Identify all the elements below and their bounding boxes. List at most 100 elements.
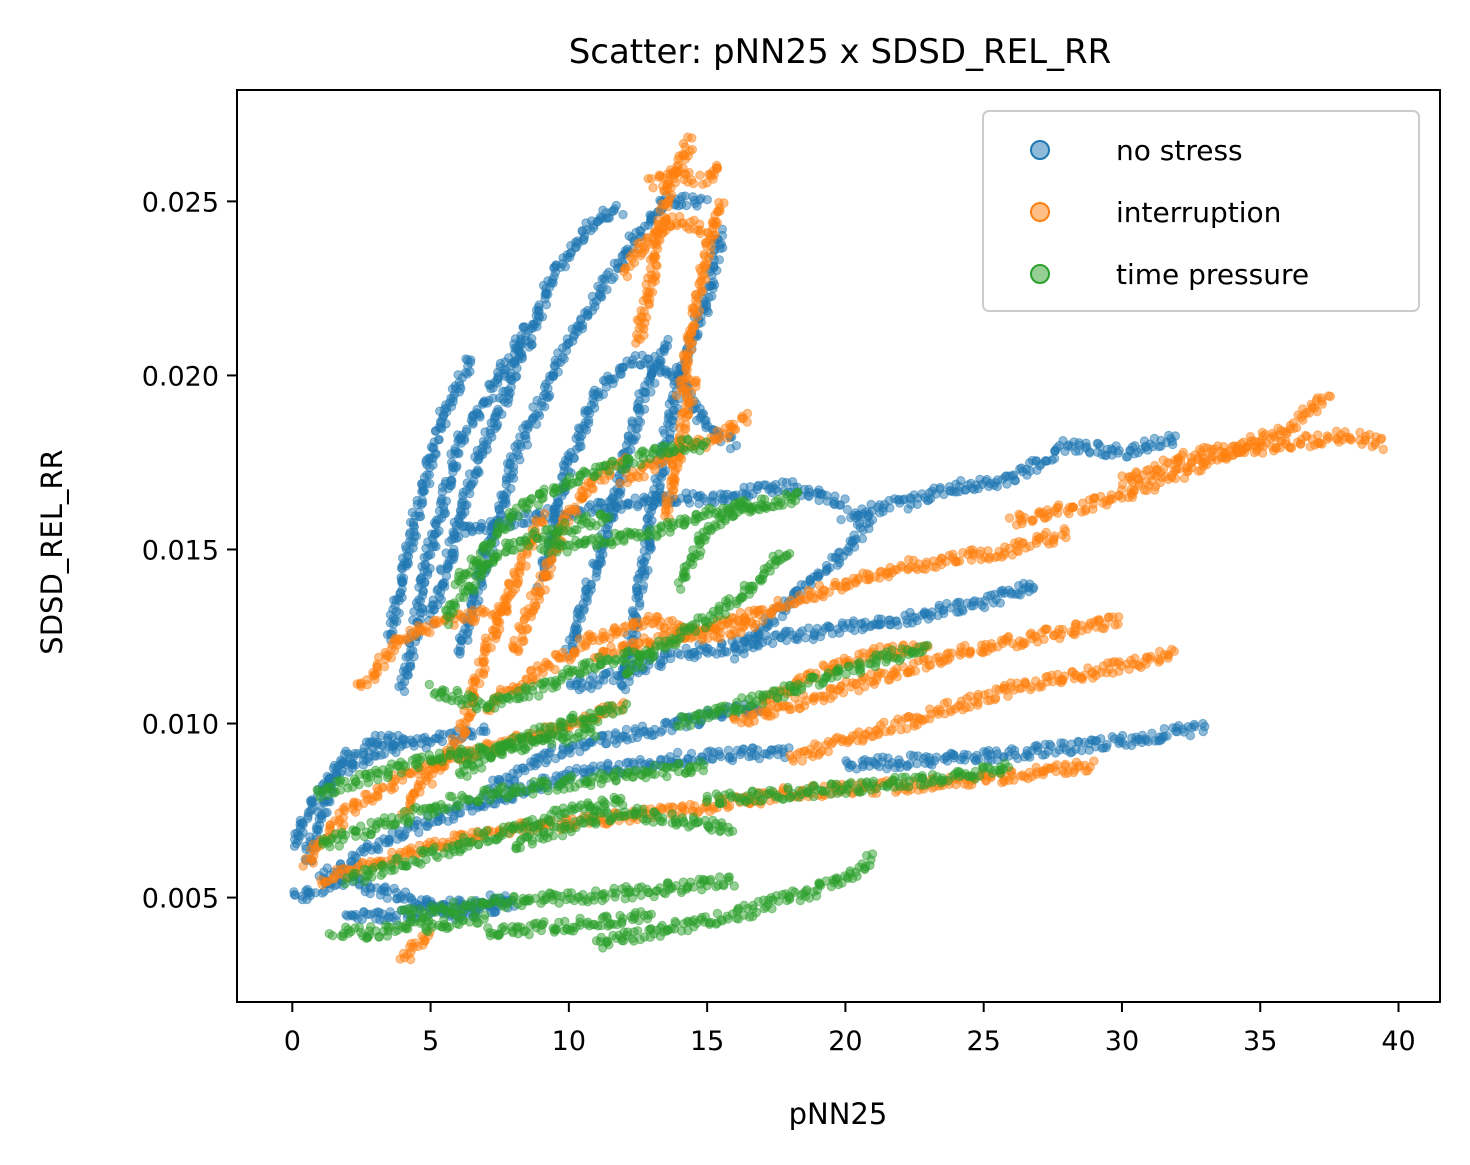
scatter-point xyxy=(378,782,388,792)
scatter-point xyxy=(350,760,360,770)
scatter-point xyxy=(578,421,589,431)
scatter-point xyxy=(848,618,859,629)
scatter-point xyxy=(415,596,426,606)
scatter-point xyxy=(394,608,404,618)
scatter-point xyxy=(1002,479,1012,489)
scatter-point xyxy=(637,555,647,565)
scatter-point xyxy=(684,375,695,385)
scatter-point xyxy=(1010,475,1020,486)
scatter-point xyxy=(955,650,965,660)
scatter-point xyxy=(673,747,683,758)
scatter-point xyxy=(689,320,699,330)
scatter-point xyxy=(1295,439,1306,449)
scatter-point xyxy=(743,642,753,652)
scatter-point xyxy=(781,603,791,613)
scatter-point xyxy=(381,654,391,664)
scatter-point xyxy=(926,660,936,670)
scatter-point xyxy=(474,467,484,478)
scatter-point xyxy=(465,366,475,377)
scatter-point xyxy=(1085,448,1095,458)
scatter-point xyxy=(657,199,667,209)
scatter-point xyxy=(627,416,637,426)
scatter-point xyxy=(836,515,846,525)
scatter-point xyxy=(1198,726,1208,737)
scatter-point xyxy=(600,739,611,749)
scatter-point xyxy=(479,656,490,666)
scatter-point xyxy=(909,490,919,500)
scatter-point xyxy=(1370,439,1380,450)
scatter-point xyxy=(575,432,585,442)
scatter-point xyxy=(1142,485,1152,496)
scatter-point xyxy=(727,753,738,763)
scatter-point xyxy=(1346,435,1356,445)
scatter-point xyxy=(768,638,778,649)
scatter-point xyxy=(1012,546,1022,556)
scatter-point xyxy=(434,434,444,445)
scatter-point xyxy=(353,801,363,811)
scatter-point xyxy=(630,493,640,503)
scatter-point xyxy=(902,760,912,770)
scatter-point xyxy=(698,493,709,503)
scatter-point xyxy=(1054,500,1064,510)
scatter-point xyxy=(1027,516,1038,527)
scatter-point xyxy=(1068,502,1079,513)
scatter-point xyxy=(712,160,722,171)
scatter-point xyxy=(598,205,608,215)
scatter-point xyxy=(329,874,340,884)
scatter-point xyxy=(800,633,811,643)
scatter-point xyxy=(803,585,814,596)
scatter-point xyxy=(867,506,877,516)
scatter-point xyxy=(718,243,728,253)
scatter-point xyxy=(1199,442,1209,453)
scatter-point xyxy=(784,743,794,753)
scatter-point xyxy=(680,419,691,429)
scatter-point xyxy=(395,588,405,599)
scatter-point xyxy=(910,666,921,676)
scatter-point xyxy=(744,718,755,728)
scatter-point xyxy=(1101,742,1111,753)
scatter-point xyxy=(1060,526,1071,537)
scatter-point xyxy=(672,648,683,658)
scatter-point xyxy=(892,672,902,682)
scatter-point xyxy=(493,404,503,415)
scatter-point xyxy=(680,191,690,201)
scatter-point xyxy=(681,363,691,374)
scatter-point xyxy=(742,408,753,419)
scatter-point xyxy=(1322,434,1333,444)
scatter-point xyxy=(923,495,934,505)
scatter-point xyxy=(397,577,407,587)
scatter-point xyxy=(623,431,633,441)
scatter-point xyxy=(840,494,850,504)
scatter-point xyxy=(1178,447,1189,458)
scatter-point xyxy=(1113,619,1123,629)
scatter-point xyxy=(958,606,968,616)
scatter-point xyxy=(651,252,661,262)
scatter-point xyxy=(719,198,729,208)
scatter-point xyxy=(418,586,428,596)
scatter-point xyxy=(717,224,728,235)
scatter-point xyxy=(371,841,381,851)
scatter-point xyxy=(1155,477,1166,488)
scatter-point xyxy=(408,738,419,748)
scatter-point xyxy=(857,534,868,544)
scatter-point xyxy=(1378,444,1389,455)
scatter-point xyxy=(1147,728,1157,738)
scatter-point xyxy=(706,231,716,241)
scatter-point xyxy=(512,447,522,457)
scatter-point xyxy=(453,646,463,656)
scatter-point xyxy=(376,740,387,751)
scatter-point xyxy=(533,408,544,418)
scatter-point xyxy=(1117,479,1128,490)
scatter-point xyxy=(879,717,889,727)
scatter-point xyxy=(684,339,694,349)
scatter-point xyxy=(571,619,582,630)
scatter-point xyxy=(1285,442,1295,452)
scatter-point xyxy=(449,544,459,555)
scatter-point xyxy=(557,343,568,353)
scatter-point xyxy=(648,183,658,193)
scatter-point xyxy=(289,887,299,897)
scatter-point xyxy=(516,348,527,359)
scatter-point xyxy=(553,503,563,514)
scatter-point xyxy=(592,389,603,400)
scatter-point xyxy=(1025,685,1036,695)
